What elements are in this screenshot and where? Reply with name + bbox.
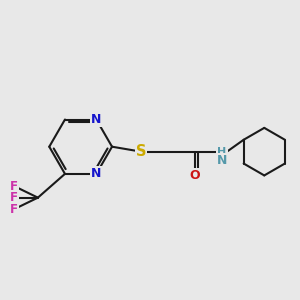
Text: N: N xyxy=(217,154,227,167)
Text: F: F xyxy=(10,180,18,193)
Text: F: F xyxy=(10,203,18,216)
Text: N: N xyxy=(91,113,101,126)
Text: N: N xyxy=(91,167,101,180)
Text: S: S xyxy=(136,144,146,159)
Text: F: F xyxy=(10,191,18,204)
Text: H: H xyxy=(218,147,226,157)
Text: O: O xyxy=(190,169,200,182)
